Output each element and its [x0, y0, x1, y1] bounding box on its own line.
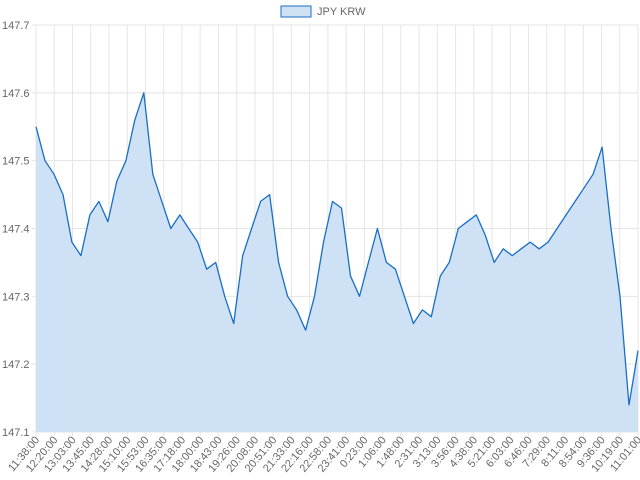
legend[interactable]: JPY KRW	[280, 5, 366, 18]
series-area-jpy-krw	[36, 92, 638, 433]
plot-area	[35, 92, 639, 433]
y-tick-label: 147.4	[2, 224, 30, 236]
y-tick-label: 147.2	[2, 359, 30, 371]
y-tick-label: 147.5	[2, 156, 30, 168]
y-axis: 147.1 147.2 147.3 147.4 147.5 147.6 147.7	[2, 20, 30, 439]
legend-swatch	[280, 5, 312, 18]
legend-label: JPY KRW	[317, 6, 366, 18]
y-tick-label: 147.7	[2, 20, 30, 32]
y-tick-label: 147.1	[2, 427, 30, 439]
series-line-jpy-krw[interactable]	[35, 92, 639, 406]
y-tick-label: 147.3	[2, 291, 30, 303]
x-axis: 11:38:0012:20:0013:03:0013:45:0014:28:00…	[6, 434, 640, 475]
y-tick-label: 147.6	[2, 88, 30, 100]
